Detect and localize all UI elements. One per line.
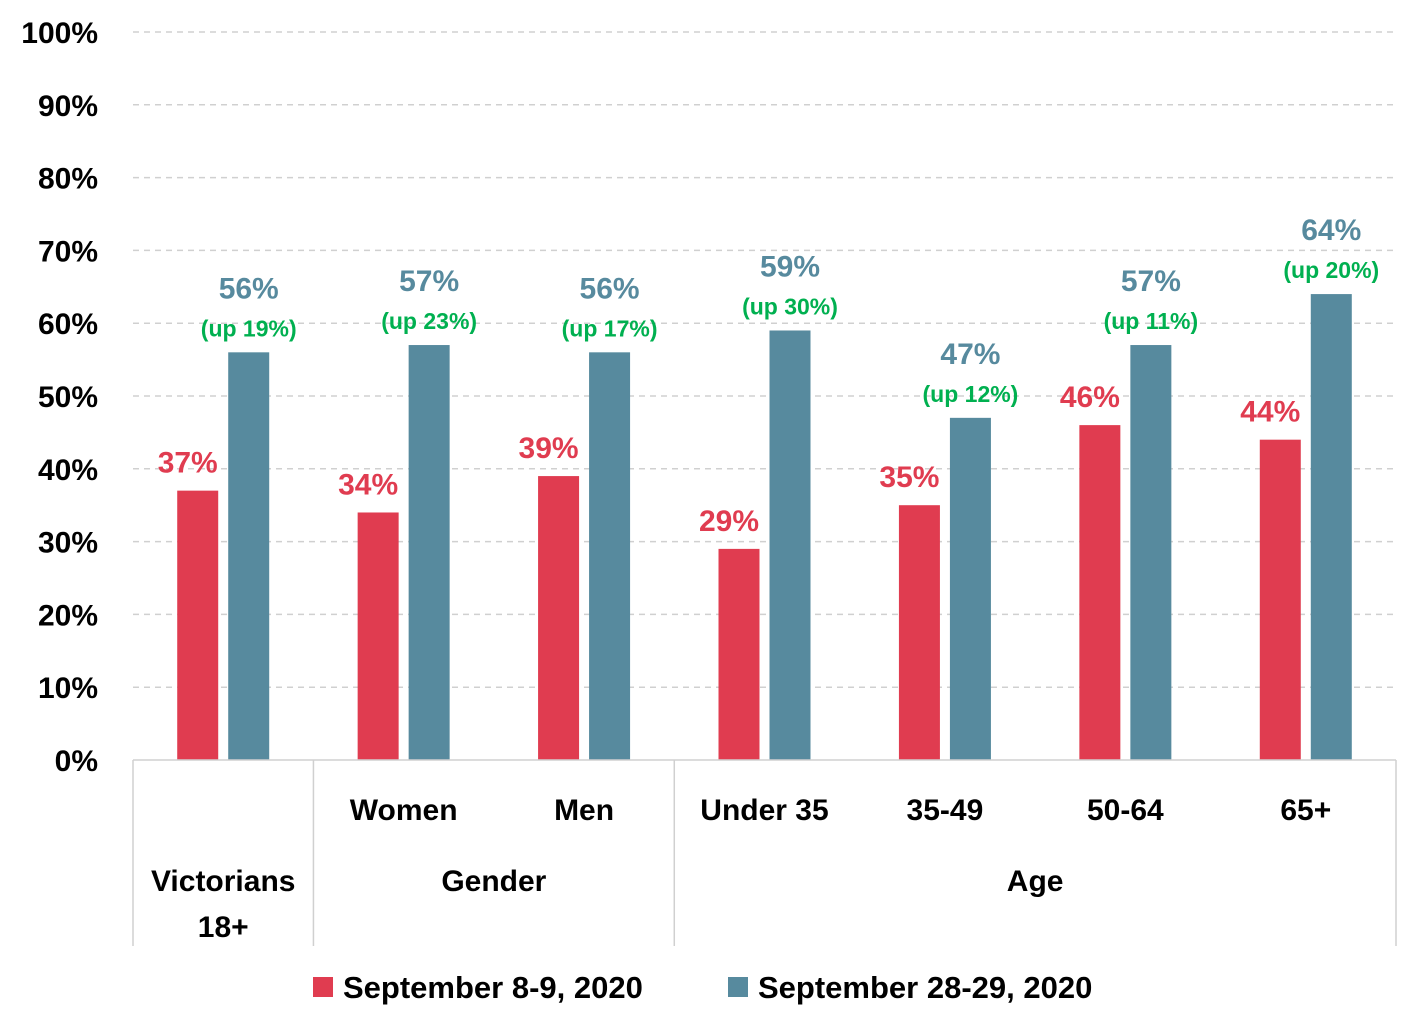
bar-september-28-29	[949, 417, 991, 760]
data-label: 39%	[519, 432, 579, 465]
y-tick-label: 90%	[38, 90, 98, 123]
data-label: 57%	[399, 265, 459, 298]
y-tick-label: 100%	[21, 17, 98, 50]
y-tick-label: 80%	[38, 163, 98, 196]
data-label: 46%	[1060, 381, 1120, 414]
bar-september-28-29	[228, 352, 270, 760]
data-label: 47%	[940, 338, 1000, 371]
bar-september-8-9	[1259, 439, 1301, 760]
change-label: (up 12%)	[923, 381, 1019, 407]
x-tick-label: 50-64	[1087, 794, 1164, 827]
data-label: 37%	[158, 447, 218, 480]
x-tick-label: 65+	[1280, 794, 1331, 827]
data-labels: 37% (up 19%) 56% 34% (up 23%) 57% 39% (up 17%) 5…	[158, 214, 1380, 538]
y-tick-label: 60%	[38, 308, 98, 341]
bar-september-28-29	[589, 352, 631, 760]
data-label: 64%	[1301, 214, 1361, 247]
y-tick-label: 10%	[38, 672, 98, 705]
group-label: Gender	[441, 865, 546, 898]
x-tick-label: 35-49	[907, 794, 984, 827]
x-tick-label: Women	[350, 794, 458, 827]
y-tick-label: 30%	[38, 527, 98, 560]
change-label: (up 30%)	[742, 293, 838, 319]
change-label: (up 19%)	[201, 315, 297, 341]
data-label: 34%	[338, 468, 398, 501]
bar-september-8-9	[1079, 425, 1121, 760]
bar-september-8-9	[718, 548, 760, 760]
change-label: (up 23%)	[381, 308, 477, 334]
legend-label: September 8-9, 2020	[343, 970, 643, 1005]
y-tick-label: 50%	[38, 381, 98, 414]
data-label: 44%	[1240, 396, 1300, 429]
y-tick-label: 20%	[38, 599, 98, 632]
bar-september-28-29	[1310, 294, 1352, 760]
data-label: 56%	[580, 272, 640, 305]
legend-label: September 28-29, 2020	[758, 970, 1092, 1005]
legend-swatch	[313, 977, 333, 997]
change-label: (up 11%)	[1104, 308, 1199, 334]
data-label: 56%	[219, 272, 279, 305]
bar-september-8-9	[177, 490, 219, 760]
bar-september-28-29	[1130, 345, 1172, 760]
group-label: Victorians 18+	[151, 865, 296, 944]
legend-swatch	[728, 977, 748, 997]
data-label: 35%	[879, 461, 939, 494]
y-tick-label: 40%	[38, 454, 98, 487]
y-axis: 0% 10% 20% 30% 40% 50% 60% 70% 80% 90% 100%	[21, 17, 98, 778]
bars	[177, 294, 1352, 760]
bar-september-28-29	[408, 345, 450, 760]
bar-september-8-9	[898, 505, 940, 760]
data-label: 59%	[760, 250, 820, 283]
x-tick-label: Men	[554, 794, 614, 827]
gridlines	[133, 31, 1396, 688]
change-label: (up 17%)	[562, 315, 658, 341]
y-tick-label: 70%	[38, 235, 98, 268]
y-tick-label: 0%	[55, 745, 98, 778]
bar-september-28-29	[769, 330, 811, 760]
data-label: 29%	[699, 505, 759, 538]
bar-september-8-9	[357, 512, 399, 760]
bar-september-8-9	[538, 476, 580, 760]
x-tick-label: Under 35	[700, 794, 828, 827]
group-label: Age	[1007, 865, 1064, 898]
legend: September 8-9, 2020 September 28-29, 2020	[313, 970, 1092, 1005]
data-label: 57%	[1121, 265, 1181, 298]
x-axis: Women Men Under 35 35-49 50-64 65+ Victorians 1…	[132, 759, 1397, 946]
change-label: (up 20%)	[1283, 257, 1379, 283]
